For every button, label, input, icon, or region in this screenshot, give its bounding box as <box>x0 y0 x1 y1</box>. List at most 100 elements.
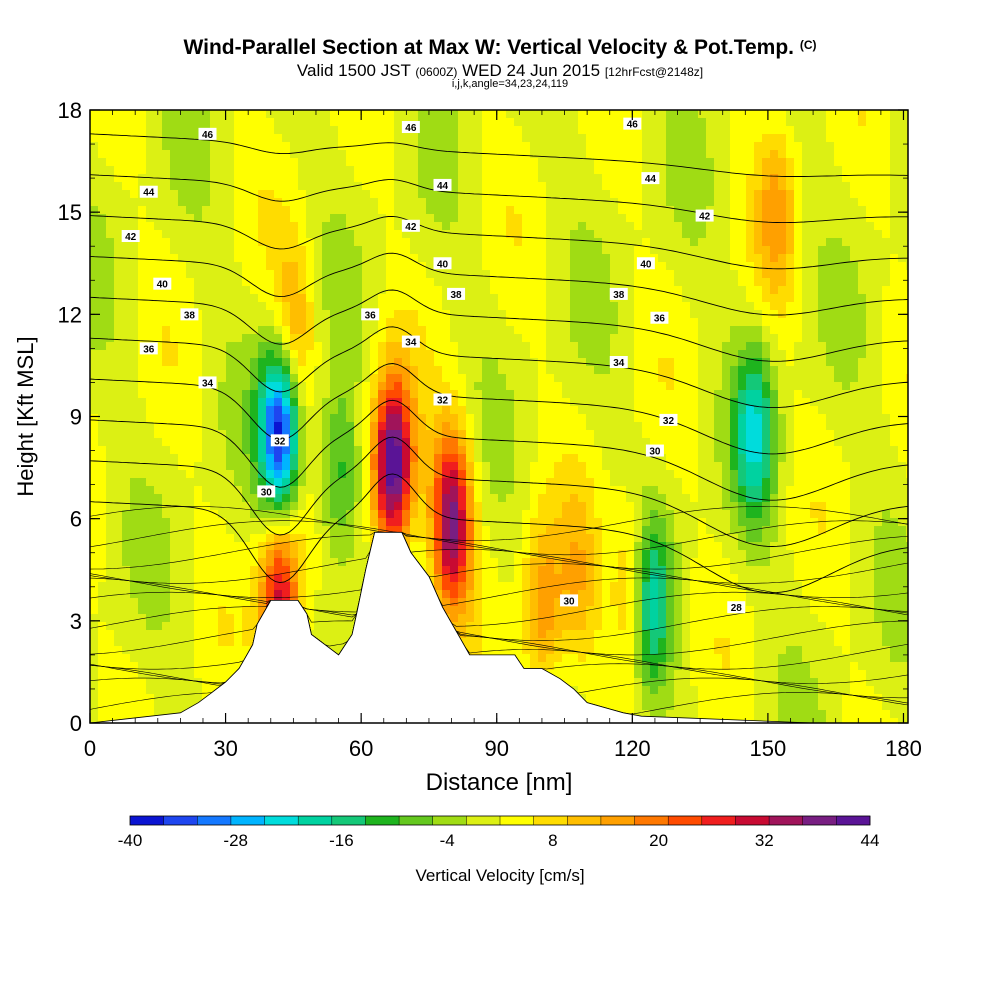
velocity-cell <box>378 166 387 175</box>
velocity-cell <box>442 590 451 599</box>
velocity-cell <box>106 622 115 631</box>
velocity-cell <box>322 206 331 215</box>
velocity-cell <box>506 438 515 447</box>
velocity-cell <box>338 198 347 207</box>
velocity-cell <box>298 542 307 551</box>
velocity-cell <box>538 174 547 183</box>
velocity-cell <box>330 166 339 175</box>
velocity-cell <box>362 334 371 343</box>
velocity-cell <box>210 158 219 167</box>
velocity-cell <box>338 286 347 295</box>
velocity-cell <box>594 614 603 623</box>
velocity-cell <box>506 286 515 295</box>
velocity-cell <box>330 558 339 567</box>
velocity-cell <box>210 398 219 407</box>
velocity-cell <box>234 150 243 159</box>
velocity-cell <box>466 430 475 439</box>
velocity-cell <box>122 558 131 567</box>
velocity-cell <box>298 238 307 247</box>
velocity-cell <box>130 118 139 127</box>
velocity-cell <box>602 206 611 215</box>
velocity-cell <box>578 502 587 511</box>
velocity-cell <box>530 486 539 495</box>
velocity-cell <box>114 670 123 679</box>
velocity-cell <box>354 518 363 527</box>
velocity-cell <box>298 134 307 143</box>
velocity-cell <box>210 238 219 247</box>
velocity-cell <box>306 230 315 239</box>
velocity-cell <box>282 454 291 463</box>
velocity-cell <box>146 366 155 375</box>
velocity-cell <box>298 190 307 199</box>
velocity-cell <box>210 470 219 479</box>
velocity-cell <box>258 214 267 223</box>
velocity-cell <box>594 686 603 695</box>
velocity-cell <box>306 134 315 143</box>
velocity-cell <box>570 302 579 311</box>
velocity-cell <box>90 398 99 407</box>
velocity-cell <box>226 510 235 519</box>
velocity-cell <box>498 358 507 367</box>
velocity-cell <box>274 206 283 215</box>
velocity-cell <box>434 118 443 127</box>
velocity-cell <box>546 238 555 247</box>
velocity-cell <box>594 206 603 215</box>
velocity-cell <box>162 470 171 479</box>
velocity-cell <box>426 390 435 399</box>
velocity-cell <box>474 230 483 239</box>
velocity-cell <box>170 374 179 383</box>
velocity-cell <box>242 110 251 119</box>
velocity-cell <box>202 478 211 487</box>
velocity-cell <box>322 246 331 255</box>
velocity-cell <box>346 590 355 599</box>
velocity-cell <box>586 238 595 247</box>
velocity-cell <box>290 262 299 271</box>
velocity-cell <box>562 470 571 479</box>
velocity-cell <box>226 550 235 559</box>
velocity-cell <box>250 262 259 271</box>
velocity-cell <box>186 198 195 207</box>
velocity-cell <box>98 614 107 623</box>
velocity-cell <box>522 398 531 407</box>
velocity-cell <box>154 254 163 263</box>
velocity-cell <box>122 606 131 615</box>
velocity-cell <box>162 166 171 175</box>
velocity-cell <box>178 182 187 191</box>
velocity-cell <box>346 542 355 551</box>
velocity-cell <box>330 390 339 399</box>
velocity-cell <box>586 166 595 175</box>
velocity-cell <box>170 534 179 543</box>
velocity-cell <box>498 342 507 351</box>
velocity-cell <box>282 486 291 495</box>
velocity-cell <box>402 366 411 375</box>
velocity-cell <box>410 158 419 167</box>
velocity-cell <box>458 558 467 567</box>
velocity-cell <box>426 110 435 119</box>
velocity-cell <box>98 190 107 199</box>
velocity-cell <box>250 358 259 367</box>
velocity-cell <box>602 462 611 471</box>
velocity-cell <box>514 310 523 319</box>
velocity-cell <box>346 422 355 431</box>
velocity-cell <box>354 590 363 599</box>
velocity-cell <box>546 214 555 223</box>
velocity-cell <box>538 294 547 303</box>
velocity-cell <box>154 494 163 503</box>
velocity-cell <box>226 502 235 511</box>
velocity-cell <box>498 182 507 191</box>
velocity-cell <box>226 254 235 263</box>
velocity-cell <box>146 550 155 559</box>
velocity-cell <box>418 174 427 183</box>
velocity-cell <box>186 222 195 231</box>
velocity-cell <box>362 414 371 423</box>
velocity-cell <box>322 366 331 375</box>
velocity-cell <box>314 334 323 343</box>
velocity-cell <box>354 150 363 159</box>
velocity-cell <box>490 294 499 303</box>
velocity-cell <box>298 438 307 447</box>
velocity-cell <box>122 358 131 367</box>
velocity-cell <box>170 262 179 271</box>
velocity-cell <box>130 390 139 399</box>
velocity-cell <box>178 574 187 583</box>
velocity-cell <box>466 622 475 631</box>
